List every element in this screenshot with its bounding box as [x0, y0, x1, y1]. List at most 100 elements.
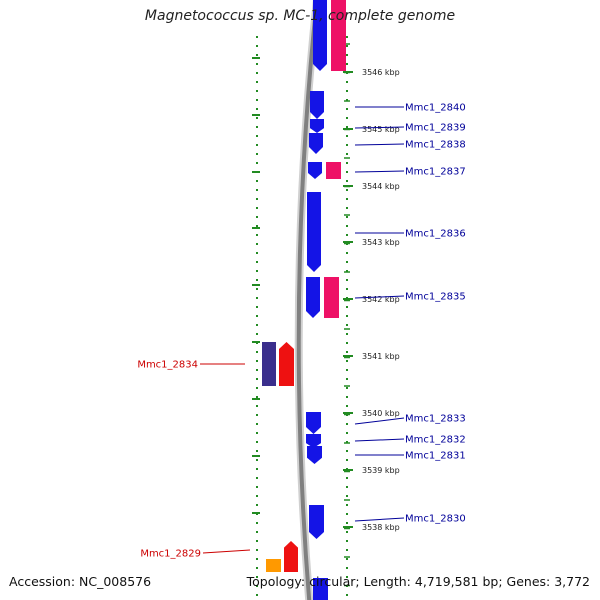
- tick-dot: [346, 522, 348, 524]
- tick-dot: [256, 450, 258, 452]
- tick-dot: [256, 396, 258, 398]
- tick-dot: [346, 351, 348, 353]
- gene-label-mmc1_2830: Mmc1_2830: [405, 514, 466, 525]
- tick-dot: [346, 495, 348, 497]
- kbp-label: 3542 kbp: [362, 295, 400, 304]
- tick-dot: [256, 234, 258, 236]
- tick-dot: [346, 306, 348, 308]
- topology-text: Topology: circular; Length: 4,719,581 bp…: [246, 574, 590, 589]
- gene-arrow-highlight: [279, 342, 294, 386]
- tick-dot: [346, 513, 348, 515]
- tick-dot: [346, 171, 348, 173]
- gene-label-mmc1_2839: Mmc1_2839: [405, 123, 466, 134]
- tick-dot: [346, 261, 348, 263]
- tick-dot: [256, 522, 258, 524]
- gene-box: [324, 277, 339, 318]
- tick-dot: [256, 144, 258, 146]
- gene-arrow: [308, 162, 322, 179]
- kbp-label: 3545 kbp: [362, 125, 400, 134]
- tick-dot: [256, 81, 258, 83]
- tick-dot: [346, 162, 348, 164]
- tick-dot: [256, 225, 258, 227]
- gene-label-mmc1_2834: Mmc1_2834: [137, 360, 198, 371]
- gene-label-mmc1_2832: Mmc1_2832: [405, 435, 466, 446]
- gene-label-mmc1_2836: Mmc1_2836: [405, 229, 466, 240]
- tick-dot: [346, 180, 348, 182]
- tick-dot: [346, 81, 348, 83]
- tick-dot: [256, 495, 258, 497]
- gene-box: [313, 578, 328, 600]
- tick-dot: [346, 549, 348, 551]
- tick-dot: [256, 126, 258, 128]
- tick-dot: [256, 432, 258, 434]
- kbp-label: 3543 kbp: [362, 238, 400, 247]
- tick-dot: [256, 351, 258, 353]
- gene-arrow: [307, 192, 321, 272]
- tick-dot: [346, 567, 348, 569]
- tick-dot: [256, 306, 258, 308]
- tick-dot: [346, 54, 348, 56]
- kbp-label: 3539 kbp: [362, 466, 400, 475]
- tick-dot: [256, 576, 258, 578]
- tick-dot: [346, 504, 348, 506]
- tick-dot: [256, 108, 258, 110]
- leader-line: [354, 417, 405, 425]
- tick-dot: [256, 45, 258, 47]
- tick-dot: [256, 549, 258, 551]
- tick-dot: [256, 594, 258, 596]
- gene-arrow: [309, 133, 323, 154]
- tick-dot: [256, 333, 258, 335]
- tick-dot: [346, 108, 348, 110]
- tick-dot: [256, 279, 258, 281]
- tick-dot: [256, 270, 258, 272]
- tick-dot: [346, 540, 348, 542]
- tick-dot: [346, 288, 348, 290]
- tick-dot: [256, 414, 258, 416]
- gene-arrow: [306, 434, 321, 448]
- gene-label-mmc1_2831: Mmc1_2831: [405, 451, 466, 462]
- tick-dot: [346, 225, 348, 227]
- leader-line: [354, 295, 405, 299]
- gene-arrow: [309, 505, 324, 539]
- gene-labels: Mmc1_2840 Mmc1_2839 Mmc1_2838 Mmc1_2837 Mmc1…: [137, 103, 465, 560]
- backbone-line: [296, 0, 319, 600]
- tick-dot: [256, 486, 258, 488]
- tick-dot: [256, 198, 258, 200]
- tick-dot: [346, 378, 348, 380]
- tick-dot: [346, 396, 348, 398]
- tick-dot: [346, 531, 348, 533]
- gene-label-mmc1_2833: Mmc1_2833: [405, 414, 466, 425]
- tick-dot: [256, 423, 258, 425]
- gene-box: [331, 0, 346, 71]
- tick-dot: [256, 99, 258, 101]
- tick-dot: [346, 369, 348, 371]
- tick-dot: [256, 459, 258, 461]
- kbp-scale-labels: 3546 kbp 3545 kbp 3544 kbp 3543 kbp 3542 kbp…: [362, 68, 400, 532]
- tick-dot: [346, 90, 348, 92]
- tick-dot: [256, 72, 258, 74]
- tick-dot: [256, 63, 258, 65]
- leader-line: [354, 126, 405, 129]
- tick-dot: [256, 405, 258, 407]
- tick-dot: [346, 441, 348, 443]
- tick-dot: [346, 36, 348, 38]
- tick-dot: [256, 567, 258, 569]
- tick-dot: [256, 36, 258, 38]
- tick-dot: [346, 252, 348, 254]
- tick-dot: [256, 189, 258, 191]
- tick-dot: [256, 261, 258, 263]
- tick-dot: [346, 270, 348, 272]
- tick-dot: [346, 486, 348, 488]
- accession-text: Accession: NC_008576: [9, 574, 152, 589]
- tick-dot: [256, 162, 258, 164]
- tick-dot: [346, 594, 348, 596]
- tick-dot: [346, 207, 348, 209]
- tick-dot: [256, 468, 258, 470]
- tick-dot: [256, 135, 258, 137]
- gene-arrow: [310, 91, 324, 119]
- gene-label-mmc1_2829: Mmc1_2829: [140, 549, 201, 560]
- tick-dot: [256, 378, 258, 380]
- tick-dot: [346, 477, 348, 479]
